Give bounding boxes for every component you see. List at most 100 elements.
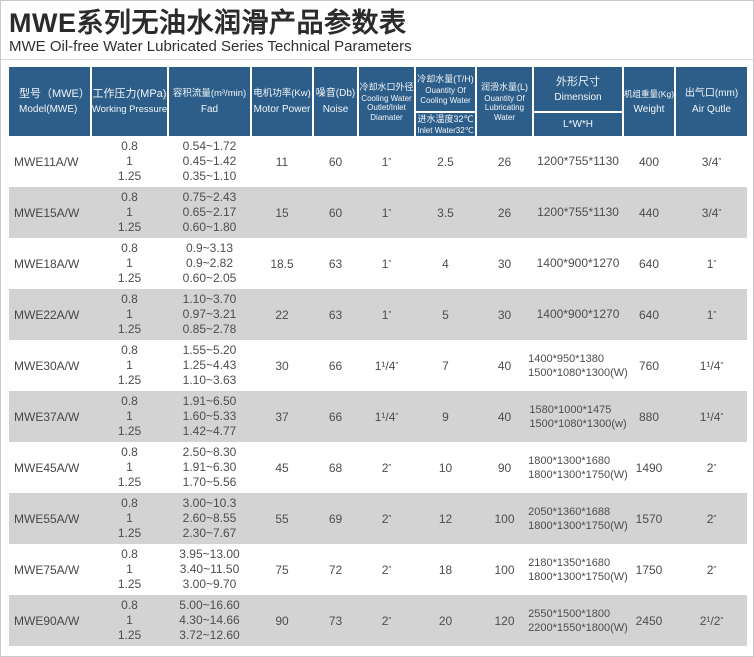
pressure-cell: 0.8 1 1.25 (117, 547, 142, 591)
cooling-outlet-cell: 1 ″ (381, 256, 392, 271)
motor-power-cell: 37 (275, 409, 289, 424)
dimension-cell: 1580*1000*1475 1500*1080*1300(w) (529, 403, 627, 430)
table-row: MWE30A/W 0.8 1 1.25 1.55~5.20 1.25~4.43 1.10~3… (9, 340, 747, 391)
lubricating-water-cell: 120 (494, 613, 515, 628)
pressure-cell: 0.8 1 1.25 (117, 292, 142, 336)
fad-cell: 1.10~3.70 0.97~3.21 0.85~2.78 (182, 292, 237, 336)
lubricating-water-cell: 26 (497, 205, 512, 220)
air-outlet-cell: 1 ″ (706, 256, 717, 271)
header-working-pressure: 工作压力(MPa) Working Pressure (92, 67, 167, 136)
fad-cell: 1.91~6.50 1.60~5.33 1.42~4.77 (182, 394, 237, 438)
weight-cell: 2450 (635, 613, 663, 628)
lubricating-water-cell: 100 (494, 511, 515, 526)
cooling-water-cell: 3.5 (437, 205, 454, 220)
table-row: MWE45A/W 0.8 1 1.25 2.50~8.30 1.91~6.30 1.70~5… (9, 442, 747, 493)
fad-cell: 3.00~10.3 2.60~8.55 2.30~7.67 (182, 496, 237, 540)
cooling-water-cell: 18 (438, 562, 453, 577)
air-outlet-cell: 2¹/2 ″ (699, 613, 724, 628)
header-dimension-lwh: L*W*H (534, 113, 622, 136)
fad-cell: 3.95~13.00 3.40~11.50 3.00~9.70 (179, 547, 240, 591)
cooling-water-cell: 5 (442, 307, 449, 322)
noise-cell: 60 (328, 154, 343, 169)
noise-cell: 69 (328, 511, 343, 526)
dimension-cell: 1400*900*1270 (536, 256, 620, 270)
pressure-cell: 0.8 1 1.25 (117, 445, 142, 489)
parameters-table: 型号（MWE） Model(MWE) 工作压力(MPa) Working Pre… (9, 67, 747, 646)
motor-power-cell: 11 (275, 154, 289, 169)
pressure-cell: 0.8 1 1.25 (117, 139, 142, 183)
lubricating-water-cell: 30 (497, 307, 512, 322)
air-outlet-cell: 1¹/4 ″ (699, 409, 724, 424)
pressure-cell: 0.8 1 1.25 (117, 190, 142, 234)
header-cooling-water-quantity: 冷却水量(T/H) Ouantity Of Cooling Water 进水温度… (416, 67, 475, 136)
noise-cell: 68 (328, 460, 343, 475)
dimension-cell: 2550*1500*1800 2200*1550*1800(W) (528, 607, 628, 634)
dimension-cell: 1200*755*1130 (537, 205, 619, 219)
model-cell: MWE22A/W (14, 307, 80, 322)
dimension-cell: 1400*950*1380 1500*1080*1300(W) (528, 352, 628, 379)
weight-cell: 640 (638, 256, 660, 271)
noise-cell: 63 (328, 307, 343, 322)
air-outlet-cell: 3/4 ″ (701, 154, 722, 169)
dimension-cell: 1400*900*1270 (536, 307, 620, 321)
fad-cell: 2.50~8.30 1.91~6.30 1.70~5.56 (182, 445, 237, 489)
lubricating-water-cell: 30 (497, 256, 512, 271)
cooling-outlet-cell: 1¹/4 ″ (374, 358, 399, 373)
cooling-outlet-cell: 2 ″ (381, 511, 392, 526)
cooling-outlet-cell: 1 ″ (381, 154, 392, 169)
table-row: MWE11A/W 0.8 1 1.25 0.54~1.72 0.45~1.42 0.35~1… (9, 136, 747, 187)
lubricating-water-cell: 40 (497, 409, 512, 424)
lubricating-water-cell: 40 (497, 358, 512, 373)
model-cell: MWE15A/W (14, 205, 80, 220)
cooling-water-cell: 20 (438, 613, 453, 628)
noise-cell: 66 (328, 409, 343, 424)
cooling-outlet-cell: 2 ″ (381, 460, 392, 475)
header-inlet-water-temp: 进水温度32℃ Inlet Water32℃ (416, 113, 475, 136)
pressure-cell: 0.8 1 1.25 (117, 343, 142, 387)
cooling-outlet-cell: 1¹/4 ″ (374, 409, 399, 424)
weight-cell: 440 (638, 205, 660, 220)
air-outlet-cell: 3/4 ″ (701, 205, 722, 220)
fad-cell: 5.00~16.60 4.30~14.66 3.72~12.60 (179, 598, 240, 642)
header-dimension-main: 外形尺寸 Dimension (534, 67, 622, 111)
header-cooling-water-quantity-main: 冷却水量(T/H) Ouantity Of Cooling Water (416, 67, 475, 111)
page-title: MWE系列无油水润滑产品参数表 (9, 8, 407, 38)
motor-power-cell: 45 (275, 460, 289, 475)
model-cell: MWE18A/W (14, 256, 80, 271)
table-header: 型号（MWE） Model(MWE) 工作压力(MPa) Working Pre… (9, 67, 747, 136)
cooling-outlet-cell: 1 ″ (381, 205, 392, 220)
table-body: MWE11A/W 0.8 1 1.25 0.54~1.72 0.45~1.42 0.35~1… (9, 136, 747, 646)
cooling-water-cell: 9 (442, 409, 449, 424)
motor-power-cell: 18.5 (270, 256, 294, 271)
noise-cell: 73 (328, 613, 343, 628)
header-lubricating-water-quantity: 润滑水量(L) Ouantity Of Lubricating Water (477, 67, 532, 136)
pressure-cell: 0.8 1 1.25 (117, 598, 142, 642)
pressure-cell: 0.8 1 1.25 (117, 496, 142, 540)
header-weight: 机组重量(Kg) Weight (624, 67, 674, 136)
motor-power-cell: 15 (275, 205, 289, 220)
header-cooling-outlet-diameter: 冷却水口外径 Cooling Water Outlet/Inlet Diamat… (359, 67, 414, 136)
cooling-outlet-cell: 1 ″ (381, 307, 392, 322)
lubricating-water-cell: 100 (494, 562, 515, 577)
table-row: MWE55A/W 0.8 1 1.25 3.00~10.3 2.60~8.55 2.30~7… (9, 493, 747, 544)
header-noise: 噪音(Db) Noise (314, 67, 357, 136)
dimension-cell: 2180*1350*1680 1800*1300*1750(W) (528, 556, 628, 583)
air-outlet-cell: 1¹/4 ″ (699, 358, 724, 373)
lubricating-water-cell: 90 (497, 460, 512, 475)
model-cell: MWE30A/W (14, 358, 80, 373)
table-row: MWE75A/W 0.8 1 1.25 3.95~13.00 3.40~11.50 3.00… (9, 544, 747, 595)
motor-power-cell: 30 (275, 358, 289, 373)
pressure-cell: 0.8 1 1.25 (117, 394, 142, 438)
weight-cell: 1490 (635, 460, 663, 475)
cooling-water-cell: 12 (438, 511, 453, 526)
cooling-water-cell: 7 (442, 358, 449, 373)
cooling-water-cell: 2.5 (437, 154, 454, 169)
model-cell: MWE75A/W (14, 562, 80, 577)
motor-power-cell: 90 (275, 613, 289, 628)
motor-power-cell: 55 (275, 511, 289, 526)
air-outlet-cell: 1 ″ (706, 307, 717, 322)
table-row: MWE37A/W 0.8 1 1.25 1.91~6.50 1.60~5.33 1.42~4… (9, 391, 747, 442)
cooling-outlet-cell: 2 ″ (381, 562, 392, 577)
lubricating-water-cell: 26 (497, 154, 512, 169)
